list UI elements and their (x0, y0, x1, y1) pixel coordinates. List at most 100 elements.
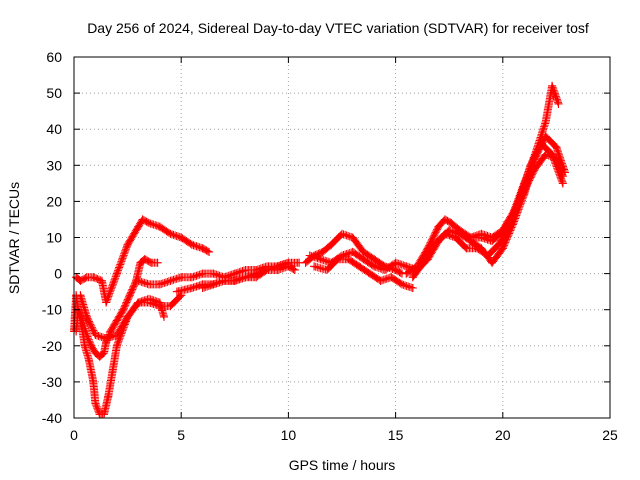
data-point (89, 273, 98, 282)
y-axis-label: SDTVAR / TECUs (6, 182, 22, 294)
data-point (198, 244, 207, 253)
data-point (80, 341, 89, 350)
series-arc-14 (466, 150, 567, 242)
data-point (541, 132, 550, 141)
data-point (455, 229, 464, 238)
x-tick-label: 15 (388, 427, 404, 443)
data-point (338, 229, 346, 238)
data-point (558, 179, 567, 188)
chart-title: Day 256 of 2024, Sidereal Day-to-day VTE… (87, 20, 589, 36)
data-point (95, 352, 104, 361)
data-point (102, 334, 111, 343)
data-point (102, 298, 111, 307)
data-point (100, 349, 109, 358)
data-point (166, 276, 175, 285)
data-point (123, 240, 132, 249)
data-point (134, 298, 143, 307)
data-point (520, 186, 529, 195)
data-point (447, 219, 456, 228)
data-point (104, 392, 113, 401)
data-point (166, 229, 175, 238)
data-point (380, 265, 389, 274)
series-arc-13 (413, 132, 569, 274)
data-point (387, 273, 396, 282)
data-point (498, 244, 507, 253)
data-point (310, 262, 319, 271)
x-axis-label: GPS time / hours (289, 457, 396, 473)
x-tick-label: 10 (281, 427, 297, 443)
data-point (333, 255, 342, 264)
data-point (252, 273, 261, 282)
data-point (370, 262, 379, 271)
data-point (172, 287, 181, 296)
data-point (155, 280, 164, 289)
data-point (554, 99, 563, 108)
y-tick-label: 30 (46, 157, 62, 173)
data-point (530, 164, 539, 173)
data-point (316, 255, 325, 264)
data-point (488, 233, 497, 242)
data-point (187, 240, 196, 249)
y-tick-label: -40 (42, 410, 62, 426)
data-point (97, 276, 106, 285)
data-point (445, 226, 454, 235)
data-point (494, 240, 503, 249)
data-point (365, 269, 374, 278)
data-point (391, 265, 400, 274)
x-tick-label: 25 (602, 427, 618, 443)
data-point (398, 280, 407, 289)
data-point (284, 262, 293, 271)
data-point (112, 316, 121, 325)
data-point (145, 280, 154, 289)
data-point (355, 262, 364, 271)
data-point (548, 81, 557, 90)
series-arc-7 (198, 262, 299, 293)
data-point (100, 410, 109, 419)
data-point (76, 276, 85, 285)
data-point (477, 229, 486, 238)
data-point (138, 215, 147, 224)
y-tick-label: 0 (54, 266, 62, 282)
series-arc-10 (310, 255, 417, 293)
data-point (530, 154, 539, 163)
data-point (230, 276, 239, 285)
data-point (462, 244, 471, 253)
data-point (348, 233, 357, 242)
y-tick-label: 10 (46, 230, 62, 246)
data-point (241, 273, 250, 282)
series-arc-4 (76, 291, 169, 343)
data-point (125, 291, 134, 300)
data-point (123, 312, 132, 321)
data-point (413, 265, 422, 274)
data-point (344, 255, 353, 264)
data-point (140, 255, 149, 264)
data-point (376, 276, 385, 285)
data-point (112, 330, 121, 339)
data-point (290, 265, 299, 274)
x-tick-label: 5 (177, 427, 185, 443)
data-point (408, 273, 417, 282)
data-point (205, 247, 214, 256)
y-tick-label: 20 (46, 193, 62, 209)
data-point (153, 258, 162, 267)
data-point (498, 226, 507, 235)
data-point (76, 291, 85, 300)
data-point (85, 356, 94, 365)
data-point (541, 117, 550, 126)
data-point (402, 262, 411, 271)
data-point (134, 222, 143, 231)
data-point (322, 265, 331, 274)
data-point (488, 258, 497, 267)
axis-ticks: 0 5 10 15 20 25 -40 -30 -20 -10 0 10 20 30 40 50 60 (42, 49, 618, 443)
data-point (112, 269, 121, 278)
data-point (112, 341, 121, 350)
data-point (370, 255, 379, 264)
data-point (301, 258, 310, 267)
data-point (305, 251, 314, 260)
data-point (187, 284, 196, 293)
data-point (434, 222, 443, 231)
data-point (119, 305, 128, 314)
data-point (391, 258, 400, 267)
data-point (408, 284, 417, 293)
data-point (541, 150, 550, 159)
